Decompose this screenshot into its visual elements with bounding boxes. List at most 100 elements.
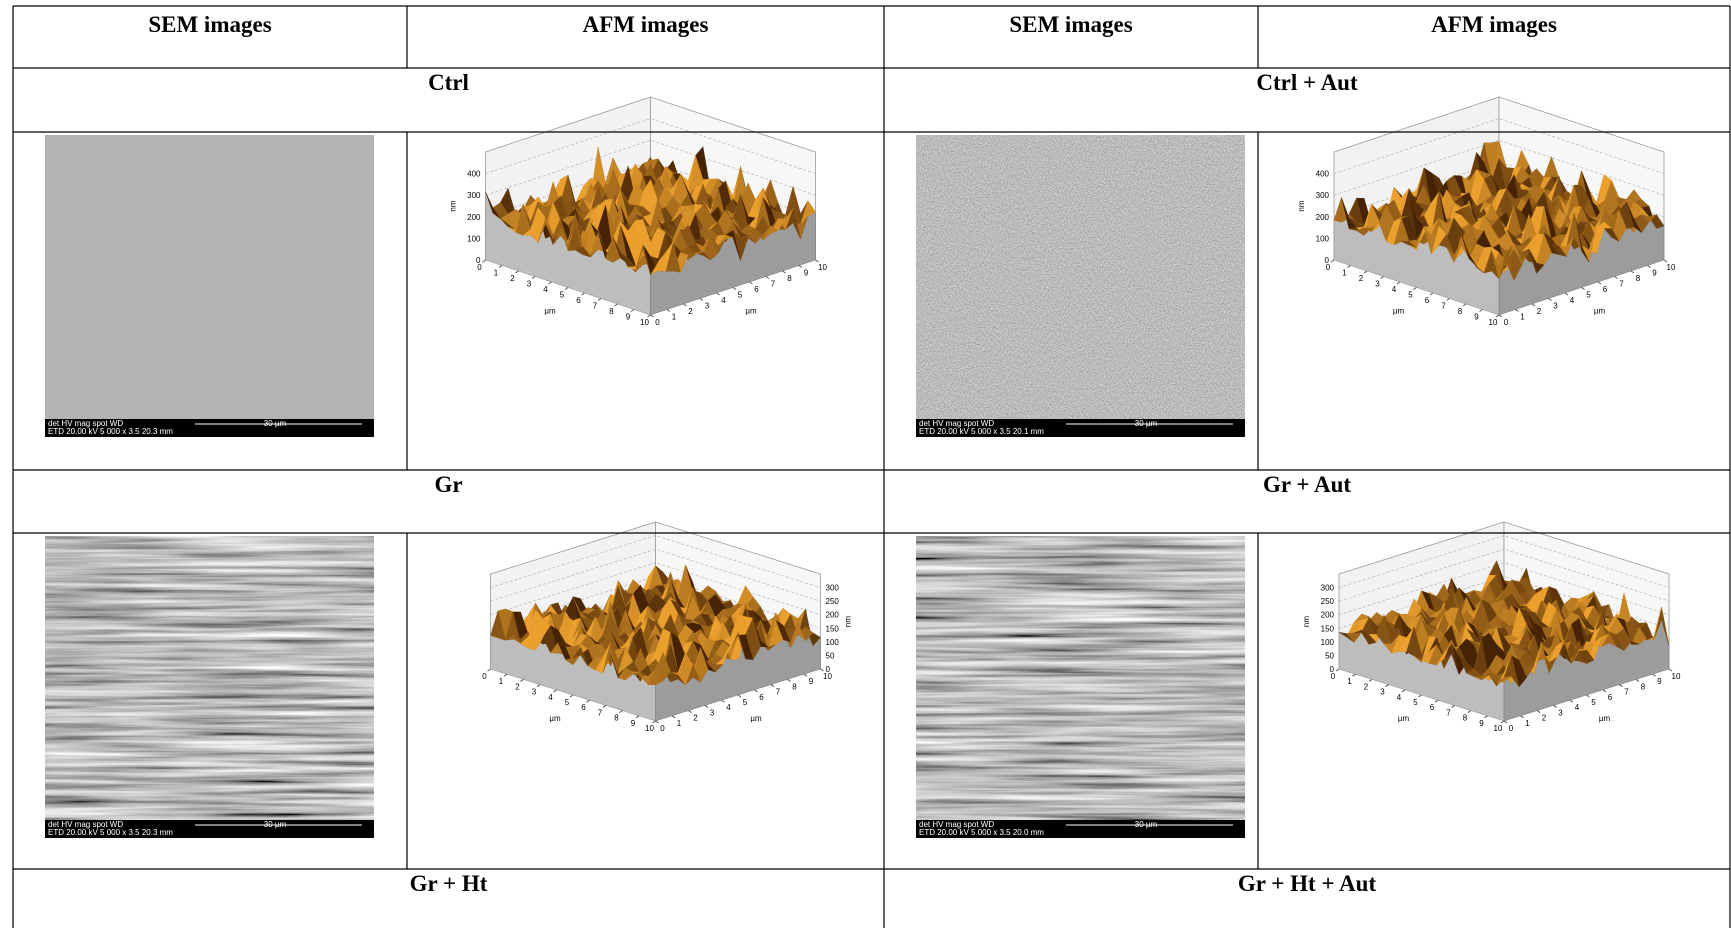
x-tick [483,260,486,262]
x-tick [1463,304,1466,306]
x-tick-label: 4 [1397,693,1402,702]
x-unit: µm [544,307,556,316]
x-tick [1501,721,1504,723]
z-tick-label: 100 [467,234,481,243]
y-tick-label: 10 [818,263,827,272]
x-tick-label: 4 [548,693,553,702]
y-tick [766,277,769,279]
x-tick [1496,315,1499,317]
x-tick [1397,282,1400,284]
sem-image: det HV mag spot WDETD 20.00 kV 5 000 x 3… [916,536,1245,838]
z-tick-label: 400 [467,170,481,179]
y-tick [1499,315,1502,317]
z-tick-label: 100 [1316,234,1330,243]
y-tick [1615,277,1618,279]
y-tick-label: 5 [1586,291,1591,300]
x-unit: µm [1398,714,1410,723]
x-tick [516,271,519,273]
y-tick [1582,288,1585,290]
y-tick-label: 2 [1542,714,1547,723]
y-tick [667,310,670,312]
scale-label: 30 µm [1135,820,1158,829]
scale-label: 30 µm [264,820,287,829]
y-tick [1537,711,1540,713]
group-label: Ctrl + Aut [1256,70,1358,95]
y-tick-label: 0 [1504,318,1509,327]
z-tick-label: 200 [1321,611,1335,620]
afm-image: 050100150200250300nm01234567891001234567… [1302,522,1681,733]
sem-texture [916,536,1245,838]
x-tick-label: 0 [1331,672,1336,681]
y-tick-label: 0 [660,724,665,733]
x-tick-label: 5 [1413,698,1418,707]
y-tick-label: 5 [743,698,748,707]
x-tick-label: 2 [510,274,515,283]
group-label: Gr + Aut [1263,472,1351,497]
info-bottom: ETD 20.00 kV 5 000 x 3.5 20.3 mm [48,427,173,436]
y-tick [1653,674,1656,676]
x-tick-label: 5 [1408,291,1413,300]
z-tick-label: 200 [467,213,481,222]
sem-texture [916,135,1245,437]
x-tick-label: 5 [560,291,565,300]
y-tick-label: 4 [726,703,731,712]
y-tick [700,299,703,301]
y-tick-label: 9 [809,677,814,686]
column-header: AFM images [1431,12,1557,37]
z-tick-label: 150 [1321,624,1335,633]
x-tick [499,266,502,268]
x-tick-label: 3 [1375,280,1380,289]
y-tick [1504,721,1507,723]
x-tick-label: 7 [593,302,598,311]
x-tick [570,695,573,697]
y-tick [684,304,687,306]
x-tick [1336,669,1339,671]
x-tick [532,277,535,279]
x-tick-label: 7 [1441,302,1446,311]
z-tick-label: 200 [1316,213,1330,222]
y-tick-label: 2 [693,714,698,723]
x-tick [1447,299,1450,301]
y-tick [1532,304,1535,306]
y-tick-label: 6 [754,285,759,294]
x-tick [620,711,623,713]
z-unit: nm [449,200,458,211]
y-tick-label: 5 [1591,698,1596,707]
y-tick [722,700,725,702]
y-tick [799,266,802,268]
x-tick [636,716,639,718]
x-tick-label: 2 [1364,682,1369,691]
y-tick [1554,705,1557,707]
y-tick [733,288,736,290]
x-tick-label: 0 [1326,263,1331,272]
x-tick-label: 5 [565,698,570,707]
y-tick [783,271,786,273]
group-label: Gr + Ht + Aut [1238,871,1377,896]
x-tick-label: 8 [1458,307,1463,316]
y-tick-label: 6 [1603,285,1608,294]
x-tick [1381,277,1384,279]
x-tick [1364,271,1367,273]
y-tick [821,669,824,671]
y-tick-label: 8 [787,274,792,283]
y-tick [1631,271,1634,273]
y-tick [1516,310,1519,312]
y-tick [1598,282,1601,284]
y-tick [1669,669,1672,671]
y-tick [689,711,692,713]
y-tick [1664,260,1667,262]
y-tick-label: 7 [771,280,776,289]
info-bottom: ETD 20.00 kV 5 000 x 3.5 20.0 mm [919,828,1044,837]
x-tick-label: 3 [532,688,537,697]
x-tick-label: 7 [1446,708,1451,717]
y-tick-label: 3 [710,708,715,717]
x-tick [1435,700,1438,702]
y-tick [1565,293,1568,295]
x-tick-label: 2 [515,682,520,691]
x-tick [549,282,552,284]
z-unit: nm [844,616,853,627]
x-tick-label: 0 [477,263,482,272]
x-tick [565,288,568,290]
z-unit: nm [1297,200,1306,211]
